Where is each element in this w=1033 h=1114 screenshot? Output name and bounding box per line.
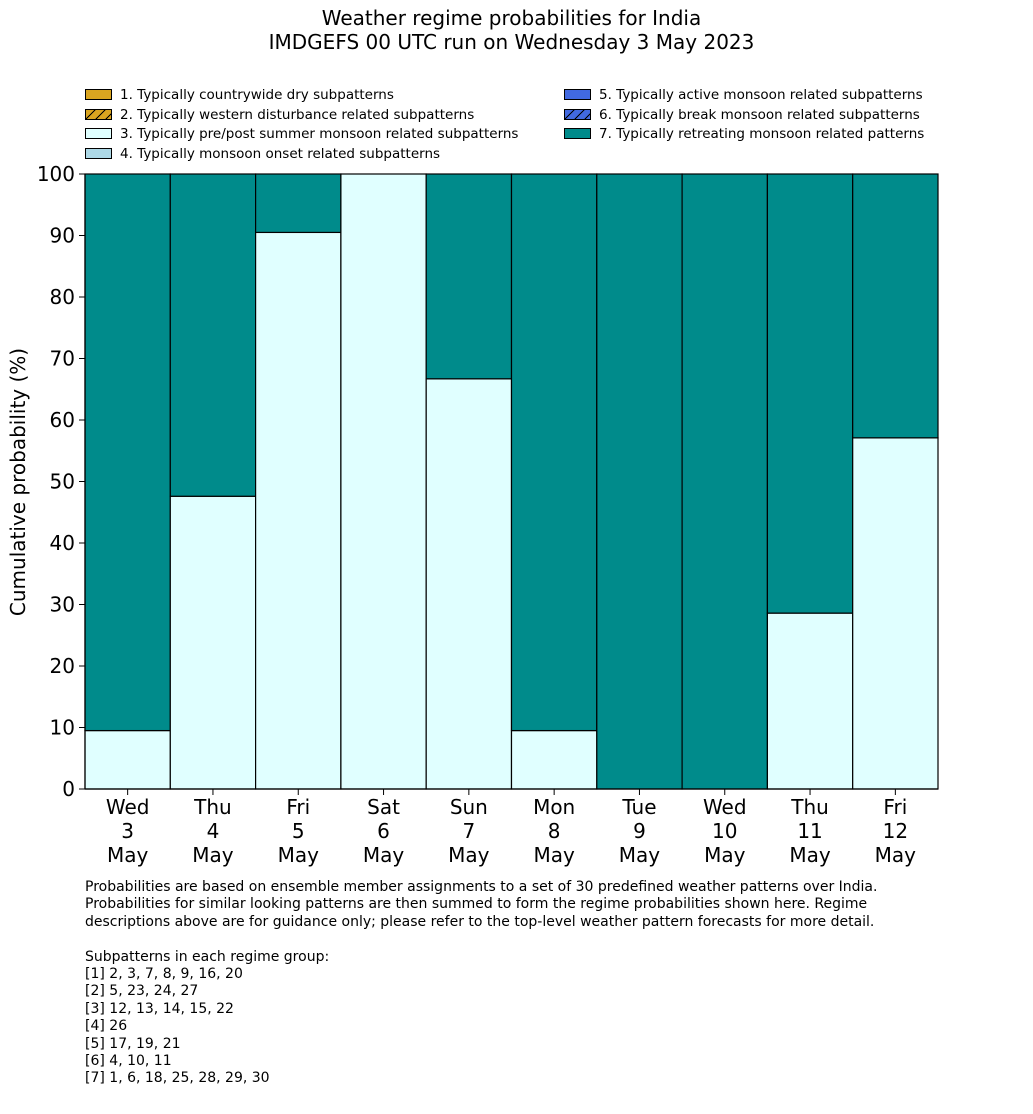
- bar-segment-series2-day6: [510, 173, 598, 732]
- x-tick-label: Mon 8 May: [533, 795, 575, 867]
- x-tick-label: Thu 11 May: [789, 795, 831, 867]
- bar-segment-series1-day10: [852, 437, 939, 790]
- footnote-line: [6] 4, 10, 11: [85, 1053, 172, 1070]
- footnote-line: descriptions above are for guidance only…: [85, 913, 875, 930]
- bar-segment-series2-day2: [169, 173, 257, 497]
- legend-label-1: 1. Typically countrywide dry subpatterns: [120, 87, 394, 103]
- footnote: Probabilities are based on ensemble memb…: [85, 879, 985, 1088]
- bar-segment-series2-day10: [852, 173, 939, 439]
- y-tick-label: 50: [50, 470, 75, 494]
- x-tick-label: Fri 12 May: [875, 795, 917, 867]
- y-tick-label: 100: [37, 162, 75, 186]
- legend-label-6: 6. Typically break monsoon related subpa…: [599, 106, 920, 123]
- y-tick-label: 10: [50, 716, 75, 740]
- y-tick-label: 40: [50, 531, 75, 555]
- footnote-line: [3] 12, 13, 14, 15, 22: [85, 1000, 234, 1017]
- y-tick-label: 80: [50, 285, 75, 309]
- footnote-line: [2] 5, 23, 24, 27: [85, 983, 199, 1000]
- x-tick-label: Sun 7 May: [448, 795, 490, 867]
- x-axis-ticks: Wed 3 May Thu 4 May Fri 5 May Sat 6 May Sun 7 May Mon 8 M…: [106, 789, 916, 867]
- y-tick-label: 30: [50, 593, 75, 617]
- legend-label-3: 3. Typically pre/post summer monsoon rel…: [120, 126, 519, 142]
- bars: [84, 173, 939, 790]
- footnote-line: [85, 931, 985, 948]
- footnote-line: [5] 17, 19, 21: [85, 1035, 181, 1052]
- x-tick-label: Wed 3 May: [106, 795, 150, 867]
- footnote-line: Probabilities are based on ensemble memb…: [85, 879, 878, 895]
- bar-chart: 0 10 20 30 40 50 60 70 80 90 100 Wed 3 May Thu 4 May Fri…: [6, 162, 939, 867]
- legend-label-5: 5. Typically active monsoon related subp…: [599, 87, 923, 103]
- chart-title-line2: IMDGEFS 00 UTC run on Wednesday 3 May 20…: [268, 30, 755, 54]
- bar-segment-series1-day9: [766, 612, 854, 790]
- y-tick-label: 60: [50, 408, 75, 432]
- legend-swatch-6: [564, 108, 591, 120]
- bar-segment-series2-day7: [596, 173, 683, 790]
- legend-label-4: 4. Typically monsoon onset related subpa…: [120, 145, 441, 162]
- y-tick-label: 0: [62, 777, 75, 801]
- legend: 1. Typically countrywide dry subpatterns…: [84, 86, 964, 166]
- footnote-line: [7] 1, 6, 18, 25, 28, 29, 30: [85, 1070, 270, 1087]
- chart-title: Weather regime probabilities for India I…: [0, 6, 1023, 54]
- bar-segment-series1-day5: [425, 378, 513, 790]
- bar-segment-series2-day5: [425, 173, 513, 380]
- legend-swatch-1: [85, 89, 112, 100]
- x-tick-label: Wed 10 May: [703, 795, 747, 867]
- x-tick-label: Fri 5 May: [278, 795, 320, 867]
- legend-swatch-2: [85, 108, 112, 120]
- footnote-line: [4] 26: [85, 1018, 128, 1035]
- bar-segment-series2-day8: [681, 173, 768, 790]
- bar-segment-series1-day3: [255, 231, 342, 790]
- y-axis-ticks: 0 10 20 30 40 50 60 70 80 90 100: [37, 162, 85, 801]
- bar-segment-series1-day2: [169, 495, 257, 790]
- x-tick-label: Tue 9 May: [619, 795, 661, 867]
- legend-swatch-5: [564, 89, 591, 100]
- footnote-line: Probabilities for similar looking patter…: [85, 896, 868, 913]
- y-tick-label: 70: [50, 347, 75, 371]
- footnote-line: [1] 2, 3, 7, 8, 9, 16, 20: [85, 966, 243, 983]
- legend-swatch-7: [564, 128, 591, 139]
- legend-swatch-4: [85, 147, 112, 159]
- bar-segment-series1-day4: [340, 173, 427, 790]
- chart-title-line1: Weather regime probabilities for India: [321, 6, 702, 30]
- bar-segment-series2-day1: [84, 173, 171, 732]
- bar-segment-series2-day9: [766, 173, 854, 614]
- bar-segment-series2-day3: [255, 173, 342, 234]
- legend-label-7: 7. Typically retreating monsoon related …: [599, 126, 925, 142]
- y-tick-label: 20: [50, 654, 75, 678]
- x-tick-label: Thu 4 May: [192, 795, 234, 867]
- bar-segment-series1-day1: [84, 729, 171, 790]
- y-axis-label: Cumulative probability (%): [6, 348, 30, 616]
- footnote-line: Subpatterns in each regime group:: [85, 948, 330, 965]
- x-tick-label: Sat 6 May: [363, 795, 405, 867]
- legend-swatch-3: [85, 128, 112, 139]
- legend-label-2: 2. Typically western disturbance related…: [120, 106, 475, 123]
- y-tick-label: 90: [50, 224, 75, 248]
- bar-segment-series1-day6: [510, 729, 598, 790]
